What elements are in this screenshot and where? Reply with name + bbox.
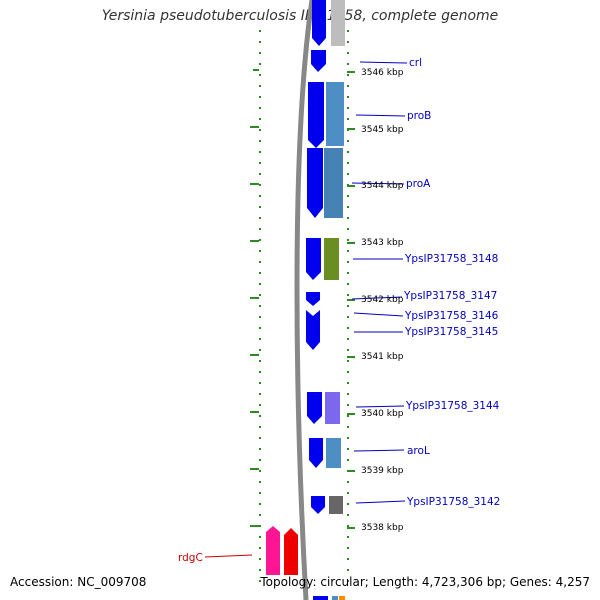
gene-arrow <box>311 50 326 72</box>
kbp-label: 3540 kbp <box>361 409 404 419</box>
gene-box <box>339 596 345 600</box>
gene-label-crl[interactable]: crl <box>409 57 422 69</box>
gene-label-proB[interactable]: proB <box>407 110 431 122</box>
gene-box <box>324 238 339 280</box>
gene-label-3144[interactable]: YpsIP31758_3144 <box>405 400 500 412</box>
kbp-label: 3545 kbp <box>361 125 404 135</box>
topology-text: Topology: circular; Length: 4,723,306 bp… <box>260 575 590 589</box>
right-tick-track <box>347 30 355 590</box>
gene-label-proA[interactable]: proA <box>406 178 431 190</box>
kbp-label: 3546 kbp <box>361 68 404 78</box>
rdgC-genes <box>266 526 298 575</box>
gene-arrow <box>311 496 325 514</box>
gene-box <box>329 496 343 514</box>
accession-text: Accession: NC_009708 <box>10 575 147 589</box>
gene-arrow <box>306 310 320 350</box>
gene-label-leaders <box>351 61 408 504</box>
kbp-label: 3543 kbp <box>361 238 404 248</box>
kbp-label: 3541 kbp <box>361 352 404 362</box>
gene-label-rdgC[interactable]: rdgC <box>178 552 203 564</box>
gene-label-3148[interactable]: YpsIP31758_3148 <box>404 253 498 265</box>
map-title: Yersinia pseudotuberculosis IP 31758, co… <box>101 8 499 24</box>
gene-arrow <box>306 238 321 280</box>
kbp-label: 3544 kbp <box>361 181 404 191</box>
kbp-label: 3538 kbp <box>361 523 404 533</box>
gene-box <box>324 148 343 218</box>
gene-label-aroL[interactable]: aroL <box>407 445 430 457</box>
gene-box <box>331 0 345 46</box>
gene-arrow <box>307 148 323 218</box>
gene-arrow <box>308 82 324 148</box>
gene-box <box>326 438 341 468</box>
gene-box <box>325 392 340 424</box>
left-tick-track <box>250 30 261 590</box>
kbp-label: 3542 kbp <box>361 295 404 305</box>
gene-box <box>332 596 338 600</box>
gene-arrow <box>284 528 298 575</box>
gene-label-3147[interactable]: YpsIP31758_3147 <box>403 290 497 302</box>
genome-backbone <box>294 0 315 600</box>
gene-label-3146[interactable]: YpsIP31758_3146 <box>404 310 499 322</box>
rdgC-leader <box>204 554 253 558</box>
gene-arrow <box>312 0 326 46</box>
gene-arrow <box>313 596 328 600</box>
gene-arrows <box>306 0 345 600</box>
gene-box <box>326 82 344 146</box>
gene-arrow <box>266 526 280 575</box>
gene-arrow <box>307 392 322 424</box>
gene-arrow <box>306 292 320 306</box>
gene-label-3142[interactable]: YpsIP31758_3142 <box>406 496 500 508</box>
gene-label-3145[interactable]: YpsIP31758_3145 <box>404 326 498 338</box>
gene-arrow <box>309 438 323 468</box>
kbp-label: 3539 kbp <box>361 466 404 476</box>
